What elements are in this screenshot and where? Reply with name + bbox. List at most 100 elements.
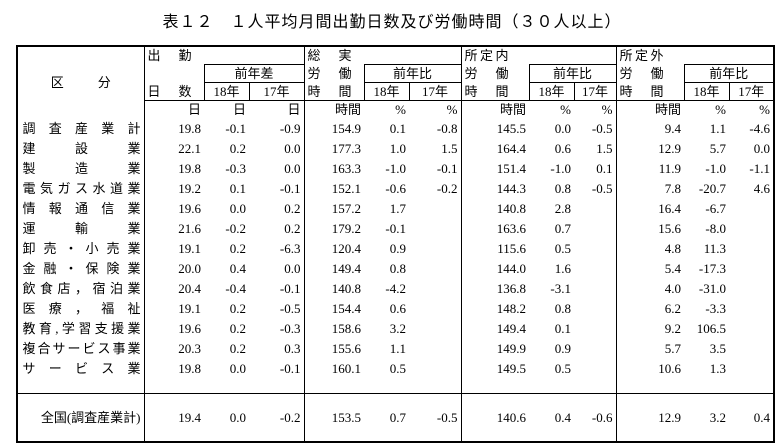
row-label: 教育,学習支援業 bbox=[17, 318, 144, 338]
spacer bbox=[249, 378, 304, 394]
data-cell: 0.8 bbox=[389, 260, 406, 276]
row-label: 情報通信業 bbox=[22, 200, 141, 216]
group-sub-header: 時間 bbox=[615, 82, 684, 101]
data-cell bbox=[574, 318, 616, 338]
change-header: 前年比 bbox=[363, 64, 461, 83]
data-table: 区分 出勤 総実 所定内 所定外 前年差 労働 前年比 労働 前年比 労働 前年比 日数 18年 17年 時間… bbox=[16, 45, 775, 443]
data-cell: 0.0 bbox=[284, 260, 301, 276]
data-cell: -0.8 bbox=[436, 120, 458, 136]
data-cell: -3.1 bbox=[550, 280, 571, 296]
change-header: 前年比 bbox=[528, 64, 616, 83]
data-cell: 5.7 bbox=[709, 140, 726, 156]
data-cell: 6.2 bbox=[615, 298, 684, 318]
spacer bbox=[143, 378, 204, 394]
group-sub-header: 日数 bbox=[143, 82, 204, 101]
data-row: 情報通信業 19.6 0.0 0.2 157.2 1.7 140.8 2.8 16.4 -6.7 bbox=[17, 198, 774, 218]
year-header: 18年 bbox=[203, 82, 249, 101]
data-cell bbox=[409, 218, 461, 238]
data-cell: 1.5 bbox=[441, 140, 458, 156]
data-cell: 11.9 bbox=[615, 158, 684, 178]
data-cell: 12.9 bbox=[615, 138, 684, 158]
row-label: 複合サービス事業 bbox=[22, 340, 141, 356]
year-header: 18年 bbox=[683, 82, 729, 101]
data-cell: -3.3 bbox=[705, 300, 726, 316]
data-row: 教育,学習支援業 19.6 0.2 -0.3 158.6 3.2 149.4 0.1 9.2 10… bbox=[17, 318, 774, 338]
data-cell: -17.3 bbox=[698, 260, 726, 276]
data-cell: 0.0 bbox=[554, 120, 571, 136]
data-cell: 0.0 bbox=[284, 140, 301, 156]
data-cell: 158.6 bbox=[303, 318, 364, 338]
data-cell: -8.0 bbox=[705, 220, 726, 236]
spacer bbox=[409, 378, 461, 394]
data-cell: -31.0 bbox=[698, 280, 726, 296]
data-cell bbox=[409, 278, 461, 298]
data-cell: 0.2 bbox=[229, 300, 246, 316]
year-header: 17年 bbox=[408, 82, 461, 101]
data-cell: 0.0 bbox=[229, 360, 246, 376]
data-cell: 11.3 bbox=[703, 240, 726, 256]
unit: % bbox=[715, 102, 726, 117]
data-cell: 0.8 bbox=[554, 300, 571, 316]
stub-header: 区分 bbox=[50, 75, 111, 90]
data-cell: 19.1 bbox=[143, 238, 204, 258]
data-cell: 164.4 bbox=[460, 138, 529, 158]
unit: % bbox=[446, 102, 458, 117]
header-row: 日数 18年 17年 時間 18年 17年 時間 18年 17年 時間 18年 17年 bbox=[17, 82, 774, 101]
data-cell: 0.2 bbox=[229, 240, 246, 256]
data-row: 製造業 19.8 -0.3 0.0 163.3 -1.0 -0.1 151.4 -1.0 0.1 1… bbox=[17, 158, 774, 178]
data-cell: 20.0 bbox=[143, 258, 204, 278]
data-cell: -0.6 bbox=[574, 393, 616, 442]
data-cell: 7.8 bbox=[615, 178, 684, 198]
data-cell: 149.4 bbox=[460, 318, 529, 338]
data-cell bbox=[574, 218, 616, 238]
data-cell: -0.2 bbox=[225, 220, 246, 236]
group-sub-header: 労働 bbox=[307, 66, 352, 81]
change-header: 前年比 bbox=[683, 64, 774, 83]
data-cell: 153.5 bbox=[303, 393, 364, 442]
data-cell: 0.4 bbox=[229, 260, 246, 276]
change-header: 前年差 bbox=[203, 64, 304, 83]
unit: 日 bbox=[287, 102, 301, 117]
row-label: 建設業 bbox=[22, 140, 141, 156]
group-sub-header: 日数 bbox=[147, 83, 192, 99]
data-cell: 1.5 bbox=[596, 140, 613, 156]
data-cell: 19.6 bbox=[143, 198, 204, 218]
data-cell: 1.6 bbox=[554, 260, 571, 276]
header-row: 区分 出勤 総実 所定内 所定外 bbox=[17, 46, 774, 89]
row-label: 金融・保険業 bbox=[22, 260, 141, 276]
data-cell: -1.1 bbox=[749, 160, 770, 176]
group-sub-header: 時間 bbox=[460, 82, 529, 101]
data-cell: -0.5 bbox=[591, 180, 613, 196]
unit: 日 bbox=[232, 102, 246, 117]
row-label: 建設業 bbox=[17, 138, 144, 158]
spacer bbox=[303, 378, 364, 394]
data-cell: -0.5 bbox=[279, 300, 301, 316]
data-cell: 154.4 bbox=[303, 298, 364, 318]
group-sub-header: 時間 bbox=[619, 83, 664, 99]
unit: % bbox=[759, 102, 770, 117]
data-cell: 16.4 bbox=[615, 198, 684, 218]
row-label: 医療，福祉 bbox=[17, 298, 144, 318]
data-cell: 19.4 bbox=[143, 393, 204, 442]
data-cell: 0.1 bbox=[596, 160, 613, 176]
row-label: 金融・保険業 bbox=[17, 258, 144, 278]
group-sub-header: 労働 bbox=[464, 66, 509, 81]
group-header: 所定内 bbox=[460, 46, 616, 65]
data-cell: 0.7 bbox=[364, 393, 409, 442]
data-cell bbox=[409, 198, 461, 218]
data-cell: 9.4 bbox=[615, 118, 684, 138]
data-cell bbox=[574, 258, 616, 278]
data-cell: 0.9 bbox=[554, 340, 571, 356]
row-label: サービス業 bbox=[22, 360, 141, 376]
data-cell: 0.0 bbox=[229, 200, 246, 216]
group-header: 総実 bbox=[307, 48, 352, 63]
data-cell: 4.0 bbox=[615, 278, 684, 298]
data-cell: 9.2 bbox=[615, 318, 684, 338]
data-cell: 177.3 bbox=[303, 138, 364, 158]
group-header: 出勤 bbox=[143, 46, 304, 65]
row-label: サービス業 bbox=[17, 358, 144, 378]
unit: % bbox=[601, 102, 613, 117]
data-cell: 163.6 bbox=[460, 218, 529, 238]
data-cell: -0.2 bbox=[436, 180, 458, 196]
